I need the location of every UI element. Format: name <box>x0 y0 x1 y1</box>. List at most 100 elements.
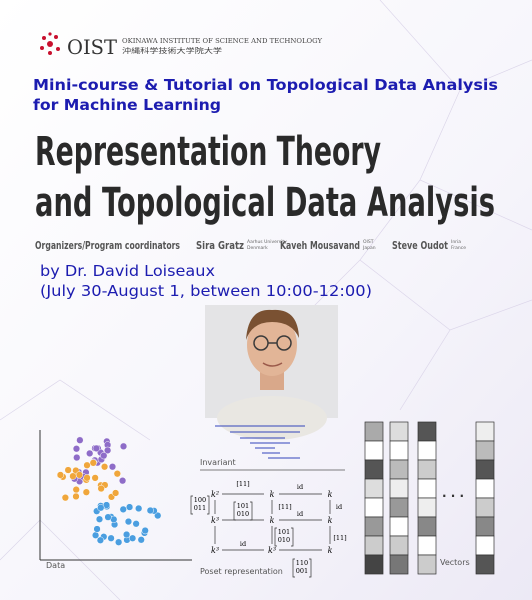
scatter-dot <box>124 517 133 526</box>
arrow-label: [11] <box>333 534 346 542</box>
organizer-name: Kaveh Mousavand <box>280 239 360 252</box>
scatter-dot <box>89 459 97 467</box>
scatter-dot <box>73 453 81 462</box>
organizer-name: Sira Gratz <box>196 239 244 252</box>
poset-node: k <box>270 516 275 525</box>
scatter-dot <box>146 506 154 515</box>
vector-cell <box>475 478 495 499</box>
title-line: Representation Theory <box>35 129 381 175</box>
vector-cell <box>475 516 495 537</box>
scatter-dot <box>118 477 127 485</box>
scatter-dot <box>56 471 65 479</box>
organizer-name: Steve Oudot <box>392 239 448 252</box>
scatter-dot <box>64 466 72 474</box>
scatter-dot <box>141 526 149 535</box>
vector-cell <box>417 440 437 461</box>
scatter-dot <box>92 444 101 453</box>
scatter-decoration <box>56 436 162 546</box>
speaker-photo <box>205 305 338 440</box>
scatter-dot <box>95 515 104 523</box>
barcode-decoration <box>215 425 305 459</box>
matrix-row: 101 <box>278 528 290 536</box>
scatter-dot <box>119 505 127 514</box>
vector-cell <box>364 516 384 537</box>
scatter-dot <box>69 472 77 480</box>
vector-cell <box>364 459 384 480</box>
organizer-affiliation: France <box>451 245 466 251</box>
scatter-dot <box>132 520 140 528</box>
matrix-bracket <box>292 558 312 578</box>
matrix-row: 101 <box>237 502 249 510</box>
scatter-dot <box>93 525 101 533</box>
poset-node: k <box>328 546 333 555</box>
matrix-row: 001 <box>296 567 308 575</box>
vector-cell <box>364 497 384 518</box>
vector-cell <box>364 440 384 461</box>
matrix-row: 010 <box>278 536 290 544</box>
vector-cell <box>389 497 409 518</box>
scatter-dot <box>128 534 137 542</box>
arrow-label: [11] <box>236 480 249 488</box>
vector-cell <box>364 554 384 575</box>
matrix-row: 100 <box>194 496 206 504</box>
poset-node: k³ <box>268 546 276 555</box>
poset-node: k³ <box>211 546 219 555</box>
scatter-axes <box>39 430 192 561</box>
poset-node: k <box>328 490 333 499</box>
scatter-dot <box>83 474 91 482</box>
scatter-dot <box>113 470 121 478</box>
ellipsis: · · · <box>442 489 464 503</box>
subtitle-line: Mini-course & Tutorial on Topological Da… <box>33 76 498 94</box>
organizer-affiliation: Inria <box>451 239 461 245</box>
scatter-dot <box>76 436 84 444</box>
organizers-label: Organizers/Program coordinators <box>35 239 180 252</box>
scatter-dot <box>154 511 162 520</box>
scatter-dot <box>72 445 81 453</box>
vector-cell <box>475 497 495 518</box>
scatter-dot <box>111 489 120 497</box>
vector-cell <box>417 421 437 442</box>
poset-node: k <box>270 490 275 499</box>
vector-cell <box>475 421 495 442</box>
poset-node: k² <box>211 490 219 499</box>
poset-node: k <box>328 516 333 525</box>
speaker: by Dr. David Loiseaux <box>40 262 215 280</box>
vector-cell <box>417 535 437 556</box>
scatter-dot <box>119 442 128 450</box>
oist-logo-mark <box>40 32 60 55</box>
vector-cell <box>417 516 437 537</box>
vector-cell <box>475 459 495 480</box>
scatter-dot <box>91 474 99 482</box>
scatter-dot <box>86 449 94 458</box>
scatter-dot <box>107 534 115 542</box>
arrow-label: id <box>336 503 342 511</box>
vector-cell <box>417 478 437 499</box>
vector-cell <box>364 421 384 442</box>
scatter-dot <box>72 492 80 501</box>
scatter-dot <box>108 463 117 471</box>
scatter-dot <box>72 485 80 494</box>
poset-node: k³ <box>211 516 219 525</box>
scatter-dot <box>122 530 131 539</box>
scatter-dot <box>114 538 123 546</box>
arrow-label: id <box>240 540 246 548</box>
matrix-row: 110 <box>296 559 308 567</box>
scatter-dot <box>97 484 105 493</box>
organizer-affiliation: Aarhus University <box>247 239 287 245</box>
vector-cell <box>389 459 409 480</box>
matrix-bracket <box>190 495 210 515</box>
scatter-dot <box>104 513 112 521</box>
vector-cell <box>417 497 437 518</box>
vector-cell <box>389 440 409 461</box>
figure-label: Poset representation <box>200 567 283 576</box>
scatter-dot <box>103 446 112 455</box>
scatter-dot <box>61 494 70 502</box>
arrow-label: [11] <box>278 503 291 511</box>
institute-name: OKINAWA INSTITUTE OF SCIENCE AND TECHNOL… <box>122 37 323 45</box>
organizer-affiliation: OIST <box>363 239 374 245</box>
figure-label: Data <box>46 561 65 570</box>
matrix-bracket <box>233 501 253 521</box>
